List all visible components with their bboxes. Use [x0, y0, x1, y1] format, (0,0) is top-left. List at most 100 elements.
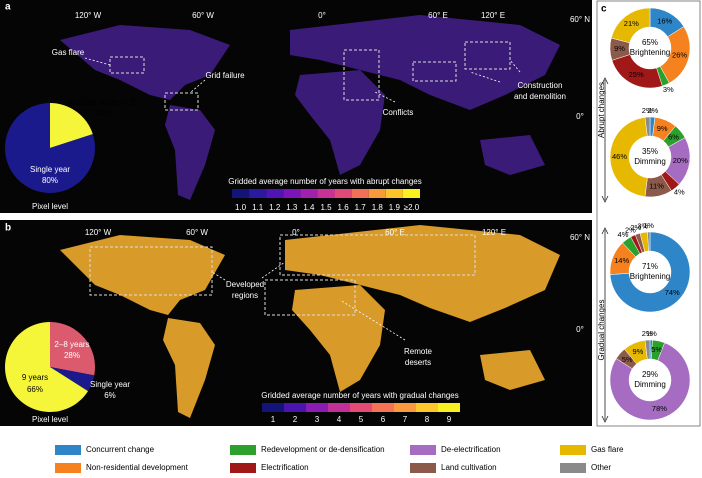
slice-value-label: 28% [64, 351, 80, 360]
colorbar-label: 1.4 [303, 203, 315, 212]
colorbar-swatch [350, 403, 372, 412]
legend-swatch [410, 463, 436, 473]
slice-category: Multiple years (> 1) [69, 98, 138, 107]
colorbar-label: 4 [337, 415, 342, 424]
colorbar-swatch [232, 189, 250, 198]
legend-label: Electrification [261, 463, 309, 472]
annotation: Gas flare [52, 48, 85, 57]
slice-category: 2–8 years [54, 340, 89, 349]
annotation: deserts [405, 358, 431, 367]
segment-value-label: 21% [624, 19, 639, 28]
donut-segment [609, 231, 691, 313]
legend-label: Concurrent change [86, 445, 155, 454]
pie-title: Pixel level [32, 202, 68, 211]
colorbar-swatch [266, 189, 284, 198]
slice-value-label: 66% [27, 385, 43, 394]
colorbar-swatch [351, 189, 369, 198]
colorbar-label: 2 [293, 415, 298, 424]
pie-slice [50, 322, 96, 376]
colorbar-swatch [249, 189, 267, 198]
colorbar-swatch [284, 403, 306, 412]
panel-label: c [601, 4, 607, 15]
annotation-box [464, 41, 511, 70]
annotation-arrow [84, 57, 521, 103]
legend-swatch [560, 445, 586, 455]
pie-slice [50, 103, 93, 148]
side-arrow [601, 77, 609, 203]
segment-value-label: 16% [657, 16, 672, 25]
colorbar-swatch [368, 189, 386, 198]
slice-category: 9 years [22, 373, 48, 382]
annotation-box [279, 234, 476, 276]
segment-value-label: 1% [643, 221, 654, 230]
slice-category: Single year [90, 380, 130, 389]
side-label: Abrupt changes [597, 82, 606, 138]
annotation-box [343, 49, 380, 101]
donut-center-label: Dimming [634, 380, 666, 389]
pie-slice [4, 322, 88, 412]
segment-value-label: 2% [625, 225, 636, 234]
legend-label: Land cultivation [441, 463, 497, 472]
legend-swatch [55, 463, 81, 473]
annotation-box [89, 246, 213, 296]
colorbar-title: Gridded average number of years with abr… [228, 177, 421, 186]
legend-swatch [560, 463, 586, 473]
legend-swatch [230, 463, 256, 473]
donut-segment [610, 7, 651, 44]
colorbar-swatch [394, 403, 416, 412]
segment-value-label: 2% [647, 106, 658, 115]
colorbar-label: 1.9 [389, 203, 401, 212]
side-label: Gradual changes [597, 300, 606, 361]
colorbar-label: 1.7 [355, 203, 367, 212]
legend-label: Non-residential development [86, 463, 189, 472]
donut-segment [644, 116, 651, 137]
segment-value-label: 5% [622, 355, 633, 364]
donut-center-value: 71% [642, 262, 658, 271]
annotation: Grid failure [205, 71, 245, 80]
colorbar: 1 2 3 4 5 6 7 8 9 [262, 403, 460, 424]
colorbar-label: 9 [447, 415, 452, 424]
annotation: Remote [404, 347, 433, 356]
segment-value-label: 2% [642, 106, 653, 115]
segment-value-label: 9% [657, 124, 668, 133]
colorbar-label: 1.3 [286, 203, 298, 212]
colorbar-label: 1.8 [372, 203, 384, 212]
colorbar-swatch [300, 189, 318, 198]
legend-swatch [55, 445, 81, 455]
colorbar-label: 3 [315, 415, 320, 424]
lon-label: 120° E [482, 228, 506, 237]
segment-value-label: 25% [629, 70, 644, 79]
donut-segment [644, 339, 651, 360]
segment-value-label: 9% [614, 44, 625, 53]
colorbar-swatch [262, 403, 284, 412]
colorbar-swatch [402, 189, 420, 198]
annotation: Conflicts [383, 108, 414, 117]
colorbar-swatch [317, 189, 335, 198]
legend-label: Redevelopment or de-densification [261, 445, 385, 454]
colorbar-swatch [372, 403, 394, 412]
segment-value-label: 2% [642, 329, 653, 338]
segment-value-label: 20% [673, 156, 688, 165]
annotation: Construction [518, 81, 563, 90]
donut-segment [609, 117, 648, 197]
lon-label: 120° E [481, 11, 505, 20]
donut-segment [609, 342, 691, 421]
segment-value-label: 5% [651, 345, 662, 354]
lat-label: 60° N [570, 15, 590, 24]
segment-value-label: 4% [618, 230, 629, 239]
segment-value-label: 2% [630, 223, 641, 232]
legend-label: De-electrification [441, 445, 501, 454]
colorbar: 1.0 1.1 1.2 1.3 1.4 1.5 1.6 1.7 1.8 1.9 ≥2.0 [232, 189, 420, 212]
annotation-box [264, 279, 356, 316]
panel-label: a [5, 2, 11, 13]
colorbar-label: 1.6 [338, 203, 350, 212]
lon-label: 120° W [85, 228, 112, 237]
donut-center-value: 29% [642, 370, 658, 379]
segment-value-label: 3% [663, 85, 674, 94]
colorbar-label: 1.0 [235, 203, 247, 212]
segment-value-label: 78% [652, 404, 667, 413]
segment-value-label: 26% [672, 51, 687, 60]
annotation-box [412, 61, 457, 82]
lon-label: 60° E [428, 11, 448, 20]
colorbar-swatch [438, 403, 460, 412]
